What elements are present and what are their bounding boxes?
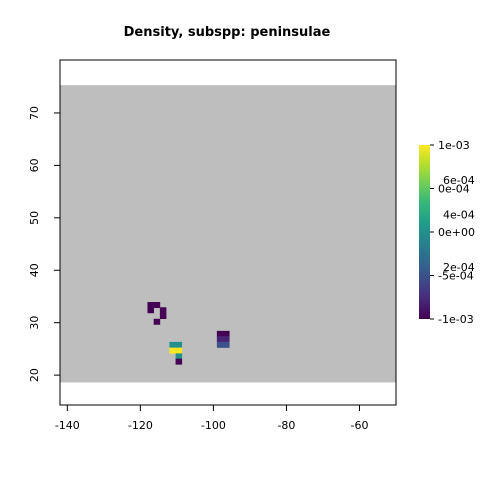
heatmap-cell <box>175 358 183 365</box>
x-tick-label: -120 <box>128 419 153 432</box>
heatmap-cell <box>159 313 167 319</box>
heatmap-cell <box>153 302 161 308</box>
legend-label: 1e-03 <box>438 139 470 152</box>
heatmap-cell <box>175 347 183 354</box>
y-tick-label: 50 <box>28 211 41 225</box>
legend-label: -5e-04 <box>438 270 474 283</box>
heatmap-cell <box>153 318 161 325</box>
heatmap-cell <box>216 341 224 348</box>
legend-label-overprint: 6e-04 <box>443 174 475 187</box>
y-tick-label: 60 <box>28 158 41 172</box>
heatmap-cell <box>223 341 230 348</box>
heatmap-cell <box>216 336 224 343</box>
x-tick-label: -80 <box>277 419 295 432</box>
y-tick-label: 70 <box>28 106 41 120</box>
heatmap-cell <box>147 302 154 308</box>
x-axis: -140 -120 -100 -80 -60 <box>55 404 368 432</box>
legend-label-overprint: 4e-04 <box>443 209 475 222</box>
x-tick-label: -140 <box>55 419 80 432</box>
legend: 1e-03 0e-04 0e+00 -5e-04 -1e-03 6e-04 4e-04 2e-… <box>419 139 475 326</box>
plot-region <box>60 85 396 383</box>
heatmap-cell <box>175 341 183 348</box>
heatmap-cells <box>147 302 230 365</box>
heatmap-cell <box>223 336 230 343</box>
legend-label-overprint: 2e-04 <box>443 261 475 274</box>
heatmap-cell <box>175 353 183 360</box>
x-tick-label: -100 <box>201 419 226 432</box>
heatmap-cell <box>147 307 154 314</box>
legend-label: 0e+00 <box>438 226 475 239</box>
chart-title: Density, subspp: peninsulae <box>124 25 331 40</box>
heatmap-cell <box>223 330 230 337</box>
heatmap-cell <box>169 341 176 348</box>
x-tick-label: -60 <box>350 419 368 432</box>
y-tick-label: 40 <box>28 263 41 277</box>
colorbar <box>419 145 430 319</box>
y-tick-label: 20 <box>28 368 41 382</box>
y-axis: 20 30 40 50 60 70 <box>28 106 61 382</box>
heatmap-cell <box>216 330 224 337</box>
legend-label: -1e-03 <box>438 313 474 326</box>
y-tick-label: 30 <box>28 316 41 330</box>
legend-label: 0e-04 <box>438 183 470 196</box>
heatmap-cell <box>169 347 176 354</box>
heatmap-cell <box>159 307 167 314</box>
